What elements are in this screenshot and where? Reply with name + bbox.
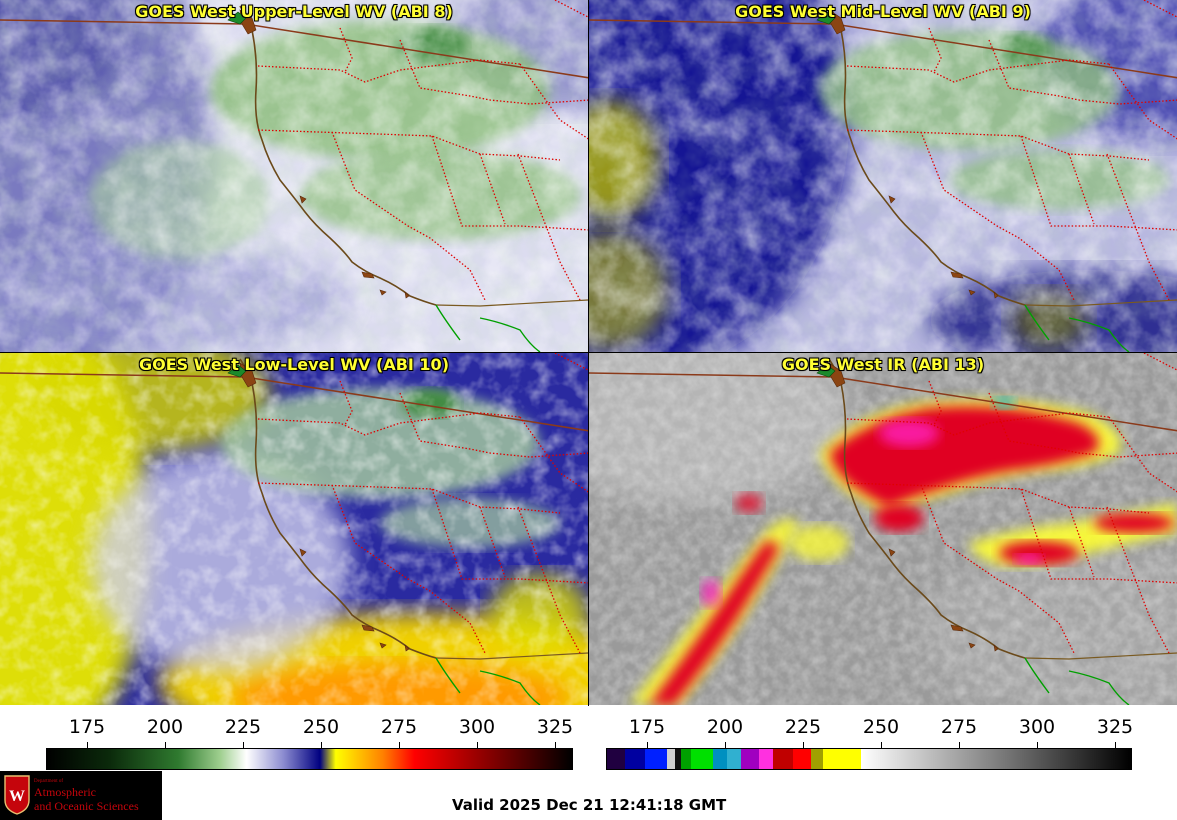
ir-tick (881, 742, 882, 748)
ir-scale-label: 250 (862, 716, 900, 738)
wv-scale-label: 300 (458, 716, 496, 738)
wv-scale-labels: 175 200 225 250 275 300 325 (0, 716, 588, 740)
wv-tick (165, 742, 166, 748)
ir-colorbar (606, 748, 1132, 770)
wv-scale-label: 175 (68, 716, 106, 738)
wv-scale-label: 250 (302, 716, 340, 738)
wv-tick (555, 742, 556, 748)
wv-tick (477, 742, 478, 748)
wv-colorbar (46, 748, 573, 770)
wv-scale-label: 275 (380, 716, 418, 738)
ir-tick (725, 742, 726, 748)
valid-time: Valid 2025 Dec 21 12:41:18 GMT (452, 796, 727, 814)
low-level-wv-image (0, 353, 588, 705)
ir-tick (803, 742, 804, 748)
wv-tick (399, 742, 400, 748)
mid-level-wv-panel: GOES West Mid-Level WV (ABI 9) (589, 0, 1177, 352)
ir-tick (1037, 742, 1038, 748)
ir-scale-labels: 175 200 225 250 275 300 325 (589, 716, 1177, 740)
wv-colorbar-gradient (47, 749, 572, 769)
ir-scale-label: 300 (1018, 716, 1056, 738)
panel-divider-horizontal (0, 352, 1177, 353)
wv-scale-label: 325 (536, 716, 574, 738)
ir-panel: GOES West IR (ABI 13) (589, 353, 1177, 705)
logo-line2: and Oceanic Sciences (34, 799, 139, 813)
ir-scale-label: 225 (784, 716, 822, 738)
logo-dept-text: Department of (34, 779, 64, 784)
ir-tick (647, 742, 648, 748)
ir-title: GOES West IR (ABI 13) (781, 355, 985, 374)
ir-colorbar-gradient (607, 749, 1131, 769)
ir-scale-label: 325 (1096, 716, 1134, 738)
ir-tick (1115, 742, 1116, 748)
logo-line1: Atmospheric (34, 785, 96, 799)
mid-level-wv-title: GOES West Mid-Level WV (ABI 9) (735, 2, 1031, 21)
low-level-wv-title: GOES West Low-Level WV (ABI 10) (138, 355, 449, 374)
aos-logo: W Department of Atmospheric and Oceanic … (0, 771, 162, 820)
ir-scale-label: 275 (940, 716, 978, 738)
wv-scale-label: 200 (146, 716, 184, 738)
upper-level-wv-image (0, 0, 588, 352)
upper-level-wv-title: GOES West Upper-Level WV (ABI 8) (135, 2, 453, 21)
mid-level-wv-image (589, 0, 1177, 352)
wv-tick (243, 742, 244, 748)
wv-tick (321, 742, 322, 748)
ir-scale-label: 200 (706, 716, 744, 738)
svg-text:W: W (9, 788, 25, 805)
wv-tick (87, 742, 88, 748)
ir-image (589, 353, 1177, 705)
panel-divider-vertical (588, 0, 589, 706)
uw-crest-icon: W (4, 775, 30, 815)
low-level-wv-panel: GOES West Low-Level WV (ABI 10) (0, 353, 588, 705)
upper-level-wv-panel: GOES West Upper-Level WV (ABI 8) (0, 0, 588, 352)
wv-scale-label: 225 (224, 716, 262, 738)
ir-tick (959, 742, 960, 748)
ir-scale-label: 175 (628, 716, 666, 738)
